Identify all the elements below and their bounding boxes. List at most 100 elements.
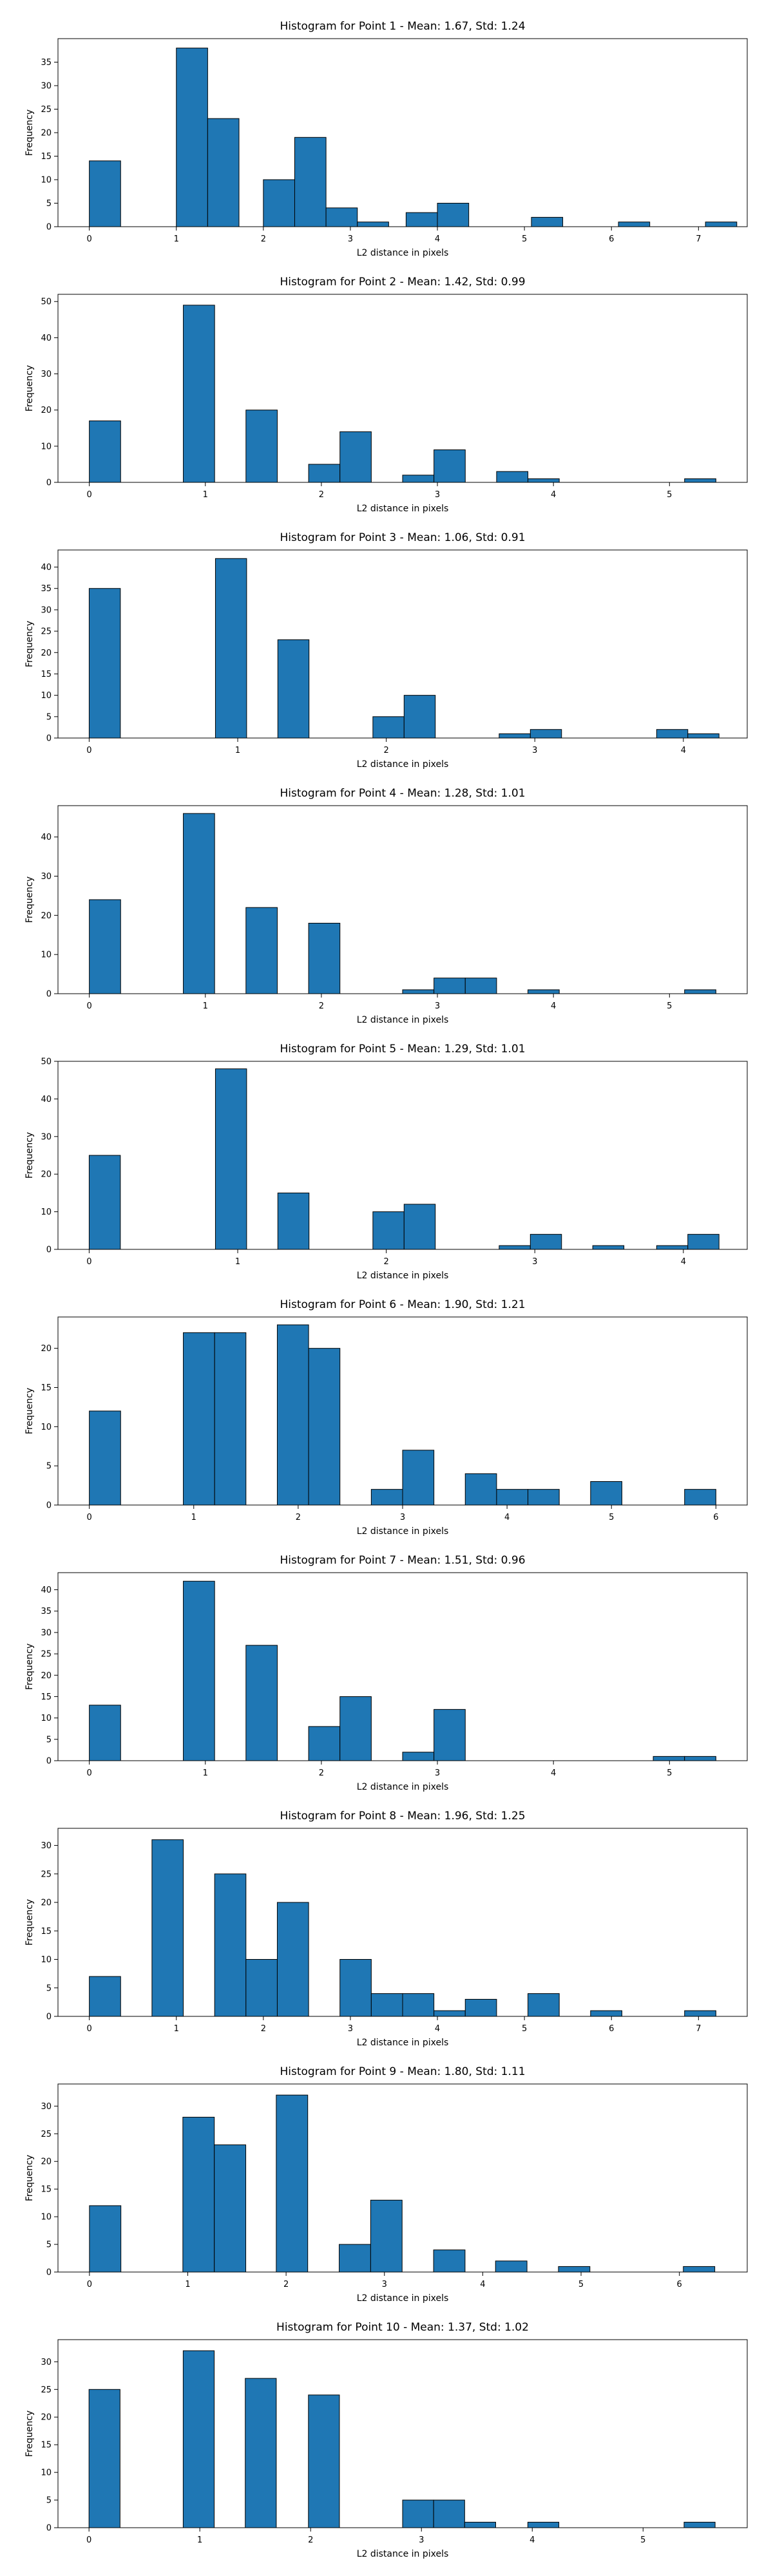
histogram-bar xyxy=(403,695,436,739)
histogram-bar xyxy=(294,137,327,227)
x-tick-label: 1 xyxy=(197,2535,202,2545)
histogram-bar xyxy=(339,2244,371,2273)
x-axis-label: L2 distance in pixels xyxy=(357,504,449,514)
histogram-bar xyxy=(683,2521,716,2528)
x-tick-label: 3 xyxy=(348,234,353,244)
y-tick-label: 10 xyxy=(41,1208,52,1217)
histogram-bar xyxy=(182,2350,215,2528)
x-tick-label: 4 xyxy=(435,234,440,244)
y-tick-label: 20 xyxy=(41,406,52,415)
histogram-bar xyxy=(276,2094,309,2273)
histogram-bar xyxy=(89,1976,121,2017)
histogram-bar xyxy=(207,118,240,227)
y-tick-label: 25 xyxy=(41,627,52,637)
histogram-bar xyxy=(176,48,208,227)
x-tick-label: 2 xyxy=(296,1513,301,1522)
y-tick-label: 5 xyxy=(46,199,52,209)
x-tick-label: 5 xyxy=(522,2024,527,2034)
y-tick-label: 30 xyxy=(41,1628,52,1638)
histogram-bar xyxy=(653,1756,685,1761)
histogram-bar xyxy=(372,1211,405,1250)
histogram-panel-2: Histogram for Point 2 - Mean: 1.42, Std:… xyxy=(24,276,748,514)
histogram-bar xyxy=(590,1481,622,1506)
histogram-bar xyxy=(496,1489,529,1506)
histogram-bar xyxy=(214,1332,247,1506)
histogram-bar xyxy=(151,1839,184,2017)
plot-frame xyxy=(57,1828,748,2017)
histogram-bar xyxy=(683,2266,716,2273)
x-axis-label: L2 distance in pixels xyxy=(357,2549,449,2559)
x-tick-label: 2 xyxy=(261,2024,266,2034)
x-tick-label: 0 xyxy=(87,2280,92,2289)
x-tick-label: 2 xyxy=(283,2280,289,2289)
x-tick-label: 5 xyxy=(667,1001,672,1011)
y-axis-label: Frequency xyxy=(24,2155,35,2201)
plot-frame xyxy=(57,38,748,227)
histogram-bar xyxy=(370,2199,403,2273)
histogram-bar xyxy=(528,1489,560,1506)
histogram-bar xyxy=(705,222,738,227)
histogram-bar xyxy=(215,1068,247,1250)
histogram-bar xyxy=(88,588,121,739)
x-tick-label: 7 xyxy=(696,234,701,244)
x-tick-label: 0 xyxy=(86,2535,91,2545)
histogram-bar xyxy=(370,1993,403,2017)
y-tick-label: 10 xyxy=(41,442,52,451)
histogram-bar xyxy=(464,2521,497,2528)
x-tick-label: 4 xyxy=(480,2280,485,2289)
y-axis-label: Frequency xyxy=(24,365,35,412)
y-tick-label: 20 xyxy=(41,1170,52,1180)
y-tick-label: 20 xyxy=(41,129,52,138)
y-tick-label: 0 xyxy=(46,734,52,744)
histogram-bar xyxy=(530,1234,562,1250)
histogram-bar xyxy=(618,222,651,227)
y-tick-label: 30 xyxy=(41,872,52,882)
x-tick-label: 1 xyxy=(174,234,179,244)
x-tick-label: 2 xyxy=(319,490,324,500)
x-tick-label: 0 xyxy=(86,746,91,755)
histogram-bar xyxy=(402,1450,435,1506)
histogram-bar xyxy=(183,813,215,994)
y-axis-label: Frequency xyxy=(24,1899,35,1946)
histogram-bar xyxy=(592,1245,625,1250)
chart-title: Histogram for Point 3 - Mean: 1.06, Std:… xyxy=(280,531,525,544)
y-tick-label: 20 xyxy=(41,1344,52,1354)
histogram-panel-1: Histogram for Point 1 - Mean: 1.67, Std:… xyxy=(24,20,748,258)
x-tick-label: 4 xyxy=(551,1001,556,1011)
histogram-panel-10: Histogram for Point 10 - Mean: 1.37, Std… xyxy=(24,2321,748,2559)
y-tick-label: 20 xyxy=(41,1899,52,1908)
histogram-bar xyxy=(528,1993,560,2017)
histogram-bar xyxy=(183,1332,215,1506)
x-tick-label: 4 xyxy=(435,2024,440,2034)
y-tick-label: 50 xyxy=(41,298,52,307)
y-tick-label: 20 xyxy=(41,1671,52,1681)
x-axis-label: L2 distance in pixels xyxy=(357,248,449,258)
x-tick-label: 5 xyxy=(667,1768,672,1778)
x-axis-label: L2 distance in pixels xyxy=(357,1526,449,1537)
plot-frame xyxy=(57,1572,748,1761)
x-tick-label: 3 xyxy=(435,1768,440,1778)
x-tick-label: 2 xyxy=(319,1768,324,1778)
x-tick-label: 3 xyxy=(348,2024,353,2034)
histogram-bar xyxy=(464,1473,497,1506)
x-tick-label: 4 xyxy=(681,746,686,755)
x-tick-label: 3 xyxy=(382,2280,387,2289)
y-axis-label: Frequency xyxy=(24,876,35,923)
histogram-bar xyxy=(405,212,438,227)
x-axis-label: L2 distance in pixels xyxy=(357,1782,449,1792)
y-axis-label: Frequency xyxy=(24,2410,35,2457)
x-axis-label: L2 distance in pixels xyxy=(357,2293,449,2304)
y-tick-label: 40 xyxy=(41,563,52,573)
y-tick-label: 15 xyxy=(41,2441,52,2450)
histogram-bar xyxy=(89,160,121,227)
histogram-bar xyxy=(402,475,435,483)
y-tick-label: 0 xyxy=(46,990,52,999)
histogram-bar xyxy=(464,1998,497,2017)
histogram-panel-3: Histogram for Point 3 - Mean: 1.06, Std:… xyxy=(24,531,748,770)
histogram-bar xyxy=(528,478,560,483)
y-tick-label: 10 xyxy=(41,1423,52,1432)
x-tick-label: 3 xyxy=(532,746,537,755)
histogram-bar xyxy=(88,1155,121,1250)
chart-title: Histogram for Point 5 - Mean: 1.29, Std:… xyxy=(280,1043,525,1056)
x-tick-label: 5 xyxy=(522,234,527,244)
